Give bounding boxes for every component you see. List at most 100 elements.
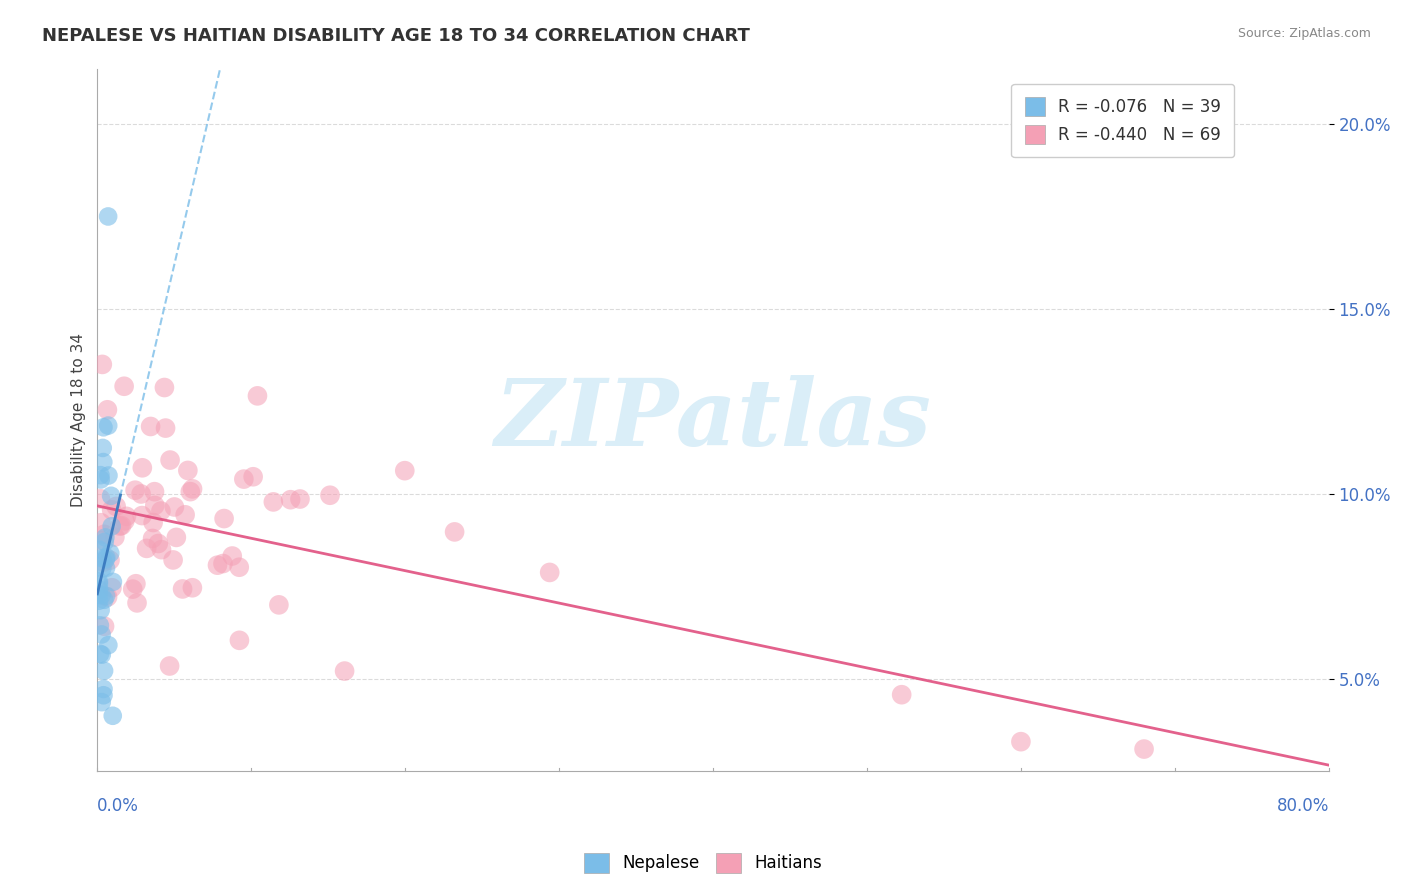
Point bbox=[91, 551, 114, 566]
Point bbox=[97, 638, 120, 652]
Point bbox=[148, 536, 170, 550]
Point bbox=[105, 500, 128, 514]
Point bbox=[179, 484, 201, 499]
Point bbox=[149, 504, 172, 518]
Y-axis label: Disability Age 18 to 34: Disability Age 18 to 34 bbox=[72, 333, 86, 507]
Point bbox=[142, 532, 165, 546]
Point bbox=[87, 574, 110, 589]
Point bbox=[90, 603, 112, 617]
Point bbox=[228, 560, 250, 574]
Text: 0.0%: 0.0% bbox=[97, 797, 139, 815]
Point bbox=[97, 590, 120, 604]
Point bbox=[91, 441, 114, 455]
Text: 80.0%: 80.0% bbox=[1277, 797, 1329, 815]
Point bbox=[91, 561, 114, 575]
Point bbox=[91, 358, 114, 372]
Point bbox=[177, 463, 200, 477]
Point bbox=[159, 453, 181, 467]
Point bbox=[207, 558, 229, 573]
Point bbox=[181, 581, 204, 595]
Point bbox=[153, 380, 176, 394]
Point bbox=[98, 546, 121, 560]
Point bbox=[93, 592, 115, 607]
Point bbox=[89, 542, 111, 557]
Text: Source: ZipAtlas.com: Source: ZipAtlas.com bbox=[1237, 27, 1371, 40]
Point bbox=[115, 509, 138, 524]
Point bbox=[93, 619, 115, 633]
Point bbox=[125, 576, 148, 591]
Point bbox=[538, 566, 561, 580]
Point bbox=[242, 469, 264, 483]
Point bbox=[93, 688, 115, 702]
Text: ZIPatlas: ZIPatlas bbox=[495, 375, 932, 465]
Point bbox=[94, 561, 117, 575]
Point bbox=[112, 379, 135, 393]
Point bbox=[143, 484, 166, 499]
Point bbox=[142, 516, 165, 530]
Point bbox=[114, 514, 136, 528]
Point bbox=[91, 455, 114, 469]
Point bbox=[890, 688, 912, 702]
Point bbox=[124, 483, 146, 498]
Point bbox=[90, 473, 112, 487]
Point bbox=[262, 495, 284, 509]
Point bbox=[90, 627, 112, 641]
Point bbox=[97, 210, 120, 224]
Point bbox=[163, 500, 186, 514]
Point bbox=[319, 488, 342, 502]
Point bbox=[155, 421, 177, 435]
Point bbox=[131, 508, 153, 523]
Point bbox=[93, 527, 115, 541]
Point bbox=[121, 582, 143, 596]
Point bbox=[246, 389, 269, 403]
Point bbox=[100, 489, 122, 503]
Point bbox=[228, 633, 250, 648]
Point bbox=[280, 492, 302, 507]
Point bbox=[97, 418, 120, 433]
Point bbox=[90, 516, 112, 530]
Point bbox=[139, 419, 162, 434]
Point bbox=[89, 468, 111, 483]
Point bbox=[97, 468, 120, 483]
Point bbox=[129, 487, 152, 501]
Point bbox=[90, 695, 112, 709]
Point bbox=[104, 530, 127, 544]
Point bbox=[93, 681, 115, 696]
Point bbox=[87, 577, 110, 591]
Point bbox=[87, 582, 110, 597]
Point bbox=[91, 555, 114, 569]
Point bbox=[89, 491, 111, 506]
Point bbox=[135, 541, 157, 556]
Point bbox=[94, 530, 117, 544]
Point bbox=[87, 587, 110, 601]
Point bbox=[96, 402, 118, 417]
Point bbox=[125, 596, 148, 610]
Point bbox=[174, 508, 197, 522]
Point bbox=[212, 557, 235, 571]
Point bbox=[89, 618, 111, 632]
Point bbox=[143, 499, 166, 513]
Point bbox=[101, 574, 124, 589]
Point bbox=[443, 524, 465, 539]
Point bbox=[131, 460, 153, 475]
Point bbox=[100, 503, 122, 517]
Point bbox=[90, 588, 112, 602]
Point bbox=[96, 550, 118, 565]
Point bbox=[90, 648, 112, 662]
Point bbox=[111, 518, 134, 533]
Point bbox=[333, 664, 356, 678]
Point bbox=[221, 549, 243, 563]
Point bbox=[108, 519, 131, 533]
Point bbox=[267, 598, 290, 612]
Point bbox=[89, 647, 111, 661]
Point bbox=[181, 482, 204, 496]
Point bbox=[94, 589, 117, 603]
Point bbox=[94, 534, 117, 549]
Point bbox=[150, 542, 173, 557]
Legend: R = -0.076   N = 39, R = -0.440   N = 69: R = -0.076 N = 39, R = -0.440 N = 69 bbox=[1011, 84, 1234, 157]
Point bbox=[100, 519, 122, 533]
Point bbox=[172, 582, 194, 596]
Point bbox=[93, 420, 115, 434]
Point bbox=[162, 553, 184, 567]
Point bbox=[98, 553, 121, 567]
